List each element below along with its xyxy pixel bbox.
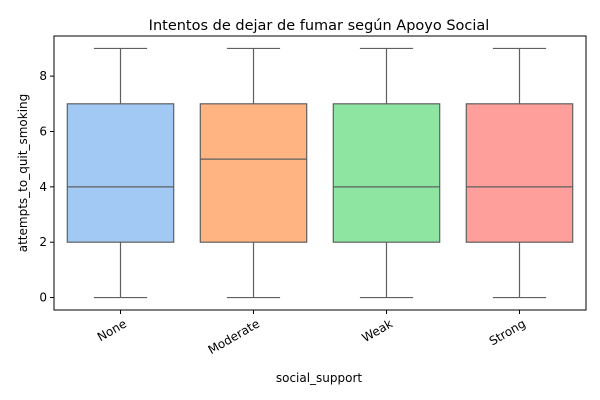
x-tick-label: None: [95, 316, 129, 344]
x-tick-label: Weak: [360, 316, 395, 345]
x-axis: None Moderate Weak Strong: [95, 310, 528, 357]
iqr-box: [66, 103, 175, 243]
iqr-box: [332, 103, 441, 243]
box-none: [66, 47, 175, 299]
plot-area: [66, 47, 574, 299]
x-axis-label: social_support: [276, 371, 363, 385]
y-tick-label: 2: [39, 235, 47, 249]
y-tick-label: 8: [39, 69, 47, 83]
box-moderate: [199, 47, 308, 299]
x-tick-label: Strong: [487, 316, 528, 348]
y-tick-label: 0: [39, 291, 47, 305]
iqr-box: [465, 103, 574, 243]
chart-title: Intentos de dejar de fumar según Apoyo S…: [149, 18, 490, 34]
y-tick-label: 4: [39, 180, 47, 194]
y-axis-label: attempts_to_quit_smoking: [16, 94, 30, 253]
x-tick-label: Moderate: [206, 316, 262, 357]
box-weak: [332, 47, 441, 299]
iqr-box: [199, 103, 308, 243]
y-tick-label: 6: [39, 124, 47, 138]
y-axis: 0 2 4 6 8: [39, 69, 54, 305]
plot-frame: [53, 35, 587, 311]
box-strong: [465, 47, 574, 299]
